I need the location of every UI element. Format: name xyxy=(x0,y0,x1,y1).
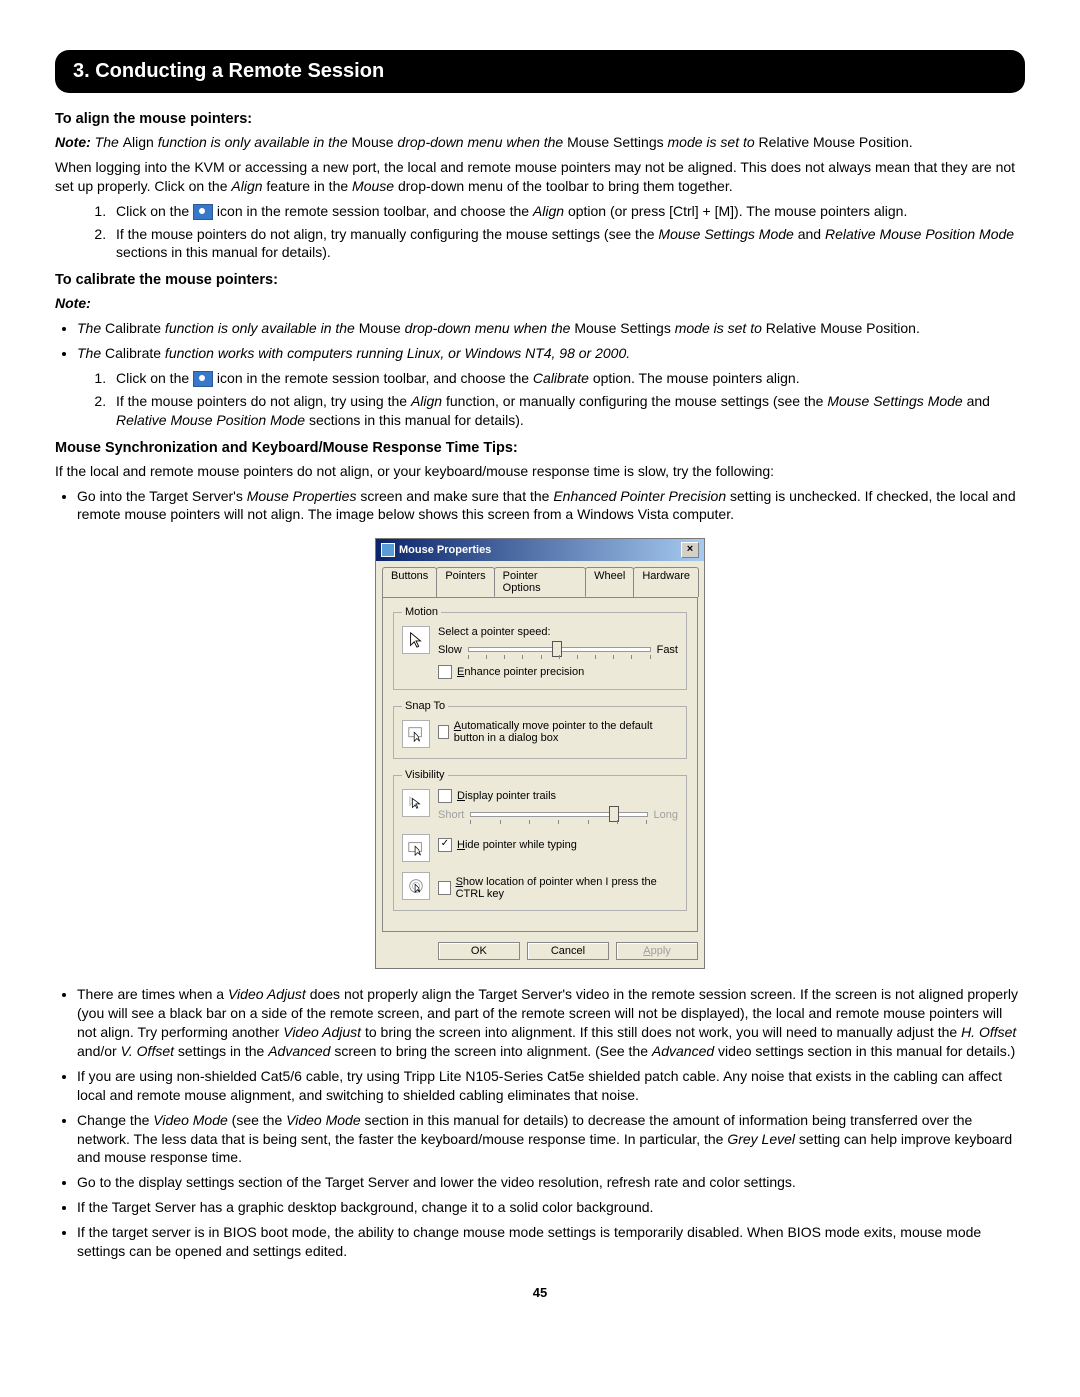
tip-video-mode: Change the Video Mode (see the Video Mod… xyxy=(77,1111,1025,1168)
toolbar-icon xyxy=(193,371,213,387)
trails-icon xyxy=(402,789,430,817)
mouse-properties-dialog: Mouse Properties × Buttons Pointers Poin… xyxy=(375,538,705,969)
note-label: Note: xyxy=(55,294,1025,313)
toolbar-icon xyxy=(193,204,213,220)
snapto-checkbox[interactable] xyxy=(438,725,449,739)
trails-checkbox[interactable] xyxy=(438,789,452,803)
hide-label: Hide pointer while typing xyxy=(457,839,577,851)
subheading-sync-tips: Mouse Synchronization and Keyboard/Mouse… xyxy=(55,440,1025,456)
hide-icon xyxy=(402,834,430,862)
snapto-label: Automatically move pointer to the defaul… xyxy=(454,720,678,744)
cursor-icon xyxy=(402,626,430,654)
tab-hardware[interactable]: Hardware xyxy=(633,567,699,597)
mouse-properties-dialog-wrap: Mouse Properties × Buttons Pointers Poin… xyxy=(55,538,1025,969)
snapto-icon xyxy=(402,720,430,748)
page-number: 45 xyxy=(55,1285,1025,1300)
dialog-icon xyxy=(381,543,395,557)
para-align-intro: When logging into the KVM or accessing a… xyxy=(55,158,1025,196)
tab-pointers[interactable]: Pointers xyxy=(436,567,494,597)
motion-legend: Motion xyxy=(402,606,441,618)
visibility-legend: Visibility xyxy=(402,769,448,781)
tab-buttons[interactable]: Buttons xyxy=(382,567,437,597)
tip-desktop-bg: If the Target Server has a graphic deskt… xyxy=(77,1198,1025,1217)
hide-checkbox[interactable]: ✓ xyxy=(438,838,452,852)
tip-shielded-cable: If you are using non-shielded Cat5/6 cab… xyxy=(77,1067,1025,1105)
calibrate-note-1: The Calibrate function is only available… xyxy=(77,319,1025,338)
sync-intro: If the local and remote mouse pointers d… xyxy=(55,462,1025,481)
ctrl-label: Show location of pointer when I press th… xyxy=(456,876,678,900)
align-steps: Click on the icon in the remote session … xyxy=(55,202,1025,263)
align-step-2: If the mouse pointers do not align, try … xyxy=(110,225,1025,263)
tab-pointer-options[interactable]: Pointer Options xyxy=(494,567,586,597)
dialog-tabs: Buttons Pointers Pointer Options Wheel H… xyxy=(376,561,704,597)
speed-slider[interactable] xyxy=(468,641,651,659)
motion-group: Motion Select a pointer speed: Slow xyxy=(393,606,687,690)
calibrate-steps: Click on the icon in the remote session … xyxy=(55,369,1025,430)
tab-wheel[interactable]: Wheel xyxy=(585,567,634,597)
calibrate-notes: The Calibrate function is only available… xyxy=(55,319,1025,363)
slow-label: Slow xyxy=(438,644,462,656)
note-align: Note: The Align function is only availab… xyxy=(55,133,1025,152)
enhance-precision-checkbox[interactable] xyxy=(438,665,452,679)
snapto-legend: Snap To xyxy=(402,700,448,712)
close-button[interactable]: × xyxy=(681,542,699,558)
ctrl-checkbox[interactable] xyxy=(438,881,451,895)
dialog-titlebar: Mouse Properties × xyxy=(376,539,704,561)
apply-button[interactable]: Apply xyxy=(616,942,698,960)
subheading-align: To align the mouse pointers: xyxy=(55,111,1025,127)
trails-slider xyxy=(470,806,647,824)
calibrate-step-2: If the mouse pointers do not align, try … xyxy=(110,392,1025,430)
sync-bullets-top: Go into the Target Server's Mouse Proper… xyxy=(55,487,1025,525)
dialog-title: Mouse Properties xyxy=(399,544,491,556)
visibility-group: Visibility Display pointer trails Short xyxy=(393,769,687,911)
dialog-button-row: OK Cancel Apply xyxy=(376,938,704,968)
tip-display-settings: Go to the display settings section of th… xyxy=(77,1173,1025,1192)
subheading-calibrate: To calibrate the mouse pointers: xyxy=(55,272,1025,288)
cancel-button[interactable]: Cancel xyxy=(527,942,609,960)
tip-video-adjust: There are times when a Video Adjust does… xyxy=(77,985,1025,1061)
trails-label: Display pointer trails xyxy=(457,790,556,802)
short-label: Short xyxy=(438,809,464,821)
sync-bullet-1: Go into the Target Server's Mouse Proper… xyxy=(77,487,1025,525)
calibrate-note-2: The Calibrate function works with comput… xyxy=(77,344,1025,363)
tip-bios-mode: If the target server is in BIOS boot mod… xyxy=(77,1223,1025,1261)
enhance-precision-label: Enhance pointer precision xyxy=(457,666,584,678)
align-step-1: Click on the icon in the remote session … xyxy=(110,202,1025,221)
dialog-panel: Motion Select a pointer speed: Slow xyxy=(382,597,698,932)
section-header: 3. Conducting a Remote Session xyxy=(55,50,1025,93)
sync-bullets-bottom: There are times when a Video Adjust does… xyxy=(55,985,1025,1261)
calibrate-step-1: Click on the icon in the remote session … xyxy=(110,369,1025,388)
pointer-speed-label: Select a pointer speed: xyxy=(438,626,678,638)
fast-label: Fast xyxy=(657,644,678,656)
snapto-group: Snap To Automatically move pointer to th… xyxy=(393,700,687,759)
long-label: Long xyxy=(654,809,678,821)
ok-button[interactable]: OK xyxy=(438,942,520,960)
ctrl-icon xyxy=(402,872,430,900)
